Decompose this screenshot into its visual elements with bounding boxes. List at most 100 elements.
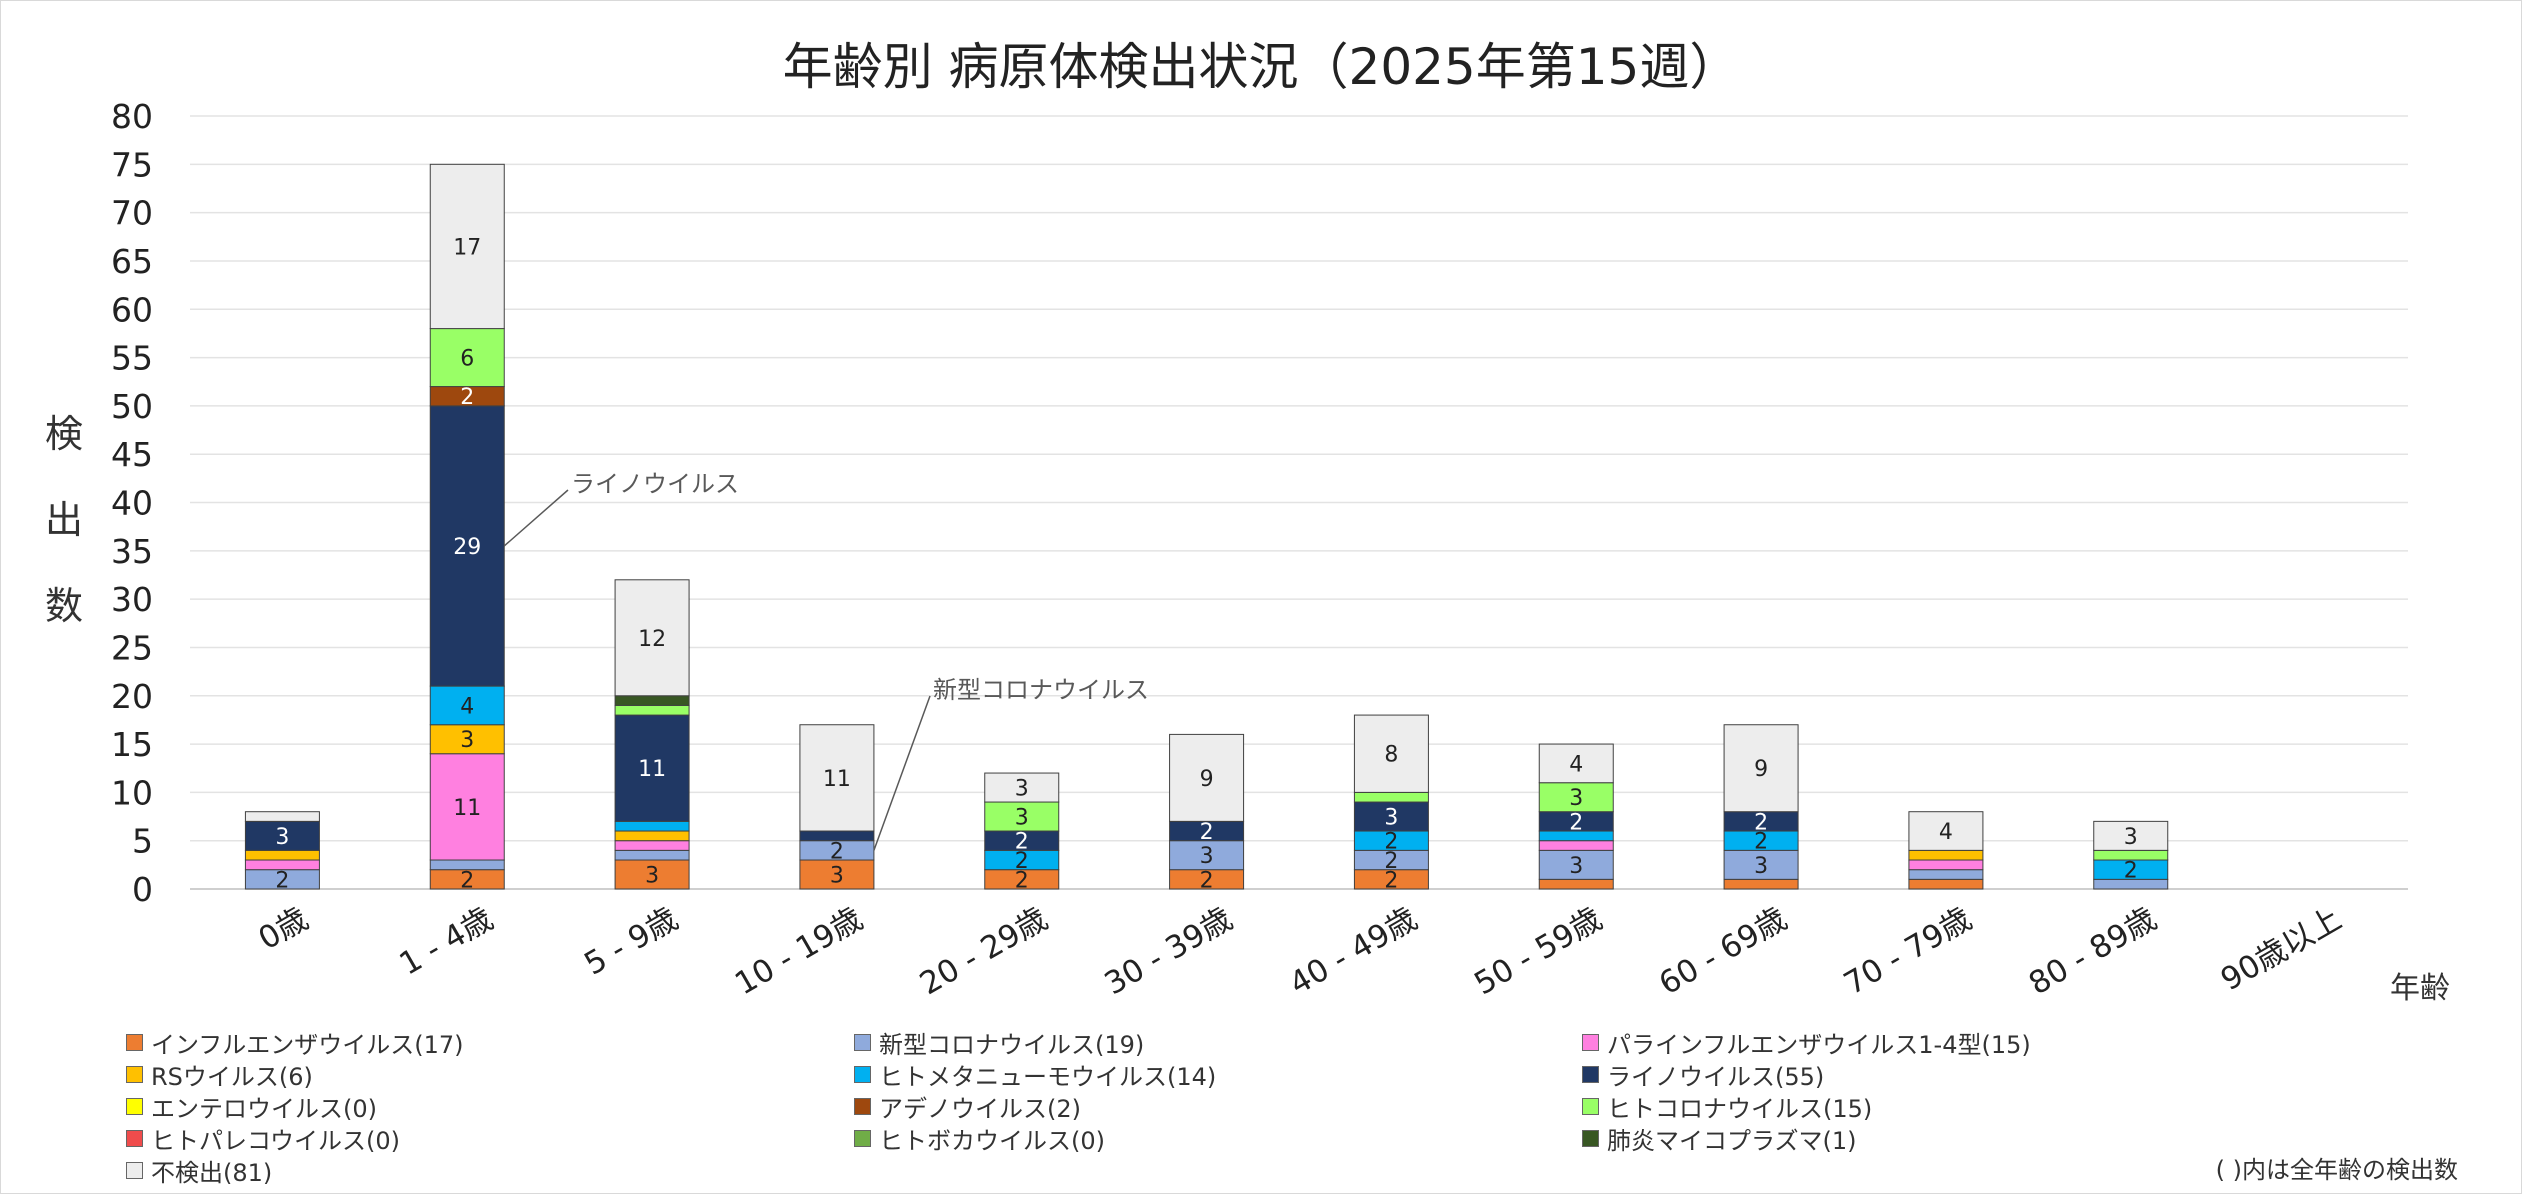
- y-tick-label: 25: [111, 628, 153, 667]
- y-tick-label: 15: [111, 725, 153, 764]
- chart-title: 年齢別 病原体検出状況（2025年第15週）: [783, 38, 1740, 96]
- bar-segment: [1908, 849, 1984, 861]
- y-tick-label: 75: [111, 145, 153, 184]
- y-tick-label: 10: [111, 773, 153, 812]
- y-tick-label: 80: [111, 97, 153, 136]
- bar-segment: [614, 579, 690, 697]
- legend-swatch: [854, 1129, 871, 1147]
- y-tick-label: 35: [111, 532, 153, 571]
- data-label: 8: [1384, 743, 1398, 768]
- legend: インフルエンザウイルス(17) 新型コロナウイルス(19) パラインフルエンザウイル…: [126, 1026, 2486, 1187]
- data-label: 4: [1569, 752, 1583, 777]
- bar-segment: [799, 724, 875, 832]
- data-label: 3: [275, 825, 289, 850]
- callout-line: [503, 489, 569, 547]
- legend-item: 肺炎マイコプラズマ(1): [1582, 1122, 1857, 1155]
- bar-segment: [244, 859, 320, 871]
- legend-swatch: [126, 1129, 143, 1147]
- legend-swatch: [1582, 1065, 1599, 1083]
- data-label: 3: [1569, 854, 1583, 879]
- legend-swatch: [1582, 1097, 1599, 1115]
- y-tick-label: 55: [111, 339, 153, 378]
- legend-item: パラインフルエンザウイルス1-4型(15): [1582, 1026, 2031, 1059]
- legend-item: アデノウイルス(2): [854, 1090, 1081, 1123]
- data-label: 2: [1015, 868, 1029, 893]
- y-tick-label: 60: [111, 290, 153, 329]
- bar-segment: [1908, 878, 1984, 890]
- data-label: 3: [1200, 844, 1214, 869]
- data-label: 2: [1015, 849, 1029, 874]
- legend-label: ヒトパレコウイルス(0): [151, 1126, 401, 1155]
- legend-item: ヒトメタニューモウイルス(14): [854, 1058, 1217, 1091]
- y-axis-label-char: 出: [45, 498, 83, 542]
- data-label: 3: [460, 728, 474, 753]
- bar-segment: [614, 714, 690, 822]
- bar-segment: [1723, 724, 1799, 813]
- bar-segment: [614, 695, 690, 706]
- callout-line: [873, 695, 931, 851]
- bar-segment: [1538, 743, 1614, 784]
- data-label: 29: [453, 535, 481, 560]
- y-tick-label: 5: [132, 822, 153, 861]
- data-label: 11: [638, 757, 666, 782]
- legend-note: ( )内は全年齢の検出数: [2215, 1156, 2458, 1184]
- data-label: 9: [1200, 767, 1214, 792]
- legend-swatch: [126, 1161, 143, 1179]
- legend-swatch: [1582, 1129, 1599, 1147]
- data-label: 2: [1015, 830, 1029, 855]
- legend-item: ライノウイルス(55): [1582, 1058, 1824, 1091]
- data-label: 2: [1754, 830, 1768, 855]
- legend-swatch: [1582, 1033, 1599, 1051]
- data-label: 2: [1200, 820, 1214, 845]
- bar-segment: [1353, 801, 1429, 832]
- data-label: 9: [1754, 757, 1768, 782]
- data-label: 3: [1015, 806, 1029, 831]
- legend-label: ヒトメタニューモウイルス(14): [879, 1062, 1217, 1091]
- data-label: 2: [1384, 868, 1398, 893]
- data-label: 17: [453, 235, 481, 260]
- bar-segment: [1353, 714, 1429, 793]
- bar-segment: [614, 830, 690, 842]
- data-label: 6: [460, 347, 474, 372]
- data-label: 2: [830, 839, 844, 864]
- data-label: 3: [1754, 854, 1768, 879]
- bar-segment: [1538, 849, 1614, 880]
- bar-segment: [2093, 820, 2169, 851]
- data-label: 4: [460, 694, 474, 719]
- legend-label: エンテロウイルス(0): [151, 1094, 377, 1123]
- y-tick-label: 20: [111, 677, 153, 716]
- bar-segment: [1353, 791, 1429, 803]
- data-label: 4: [1939, 820, 1953, 845]
- bar-segment: [614, 840, 690, 851]
- y-tick-label: 50: [111, 387, 153, 426]
- data-label: 3: [1384, 806, 1398, 831]
- y-tick-label: 45: [111, 435, 153, 474]
- legend-item: エンテロウイルス(0): [126, 1090, 377, 1123]
- data-label: 12: [638, 627, 666, 652]
- data-label: 2: [2124, 859, 2138, 884]
- data-label: 11: [823, 767, 851, 792]
- bar-segment: [614, 849, 690, 861]
- bar-segment: [799, 859, 875, 890]
- bar-segment: [1908, 811, 1984, 851]
- legend-item: 新型コロナウイルス(19): [854, 1026, 1144, 1059]
- bars: 2321134292617311123211222332329222383234…: [244, 163, 2169, 893]
- bar-segment: [429, 753, 505, 861]
- data-label: 3: [2124, 825, 2138, 850]
- data-label: 2: [1384, 849, 1398, 874]
- legend-item: ヒトパレコウイルス(0): [126, 1122, 401, 1155]
- bar-segment: [244, 849, 320, 861]
- data-label: 2: [1754, 810, 1768, 835]
- y-tick-label: 65: [111, 242, 153, 281]
- bar-segment: [984, 772, 1060, 803]
- bar-segment: [1723, 878, 1799, 890]
- y-tick-label: 40: [111, 484, 153, 523]
- data-label: 2: [1569, 810, 1583, 835]
- legend-label: 肺炎マイコプラズマ(1): [1607, 1126, 1857, 1155]
- y-axis-label-char: 数: [45, 584, 83, 628]
- data-label: 2: [1200, 868, 1214, 893]
- bar-segment: [429, 405, 505, 687]
- legend-swatch: [126, 1065, 143, 1083]
- y-axis-label: 検出数: [45, 412, 83, 628]
